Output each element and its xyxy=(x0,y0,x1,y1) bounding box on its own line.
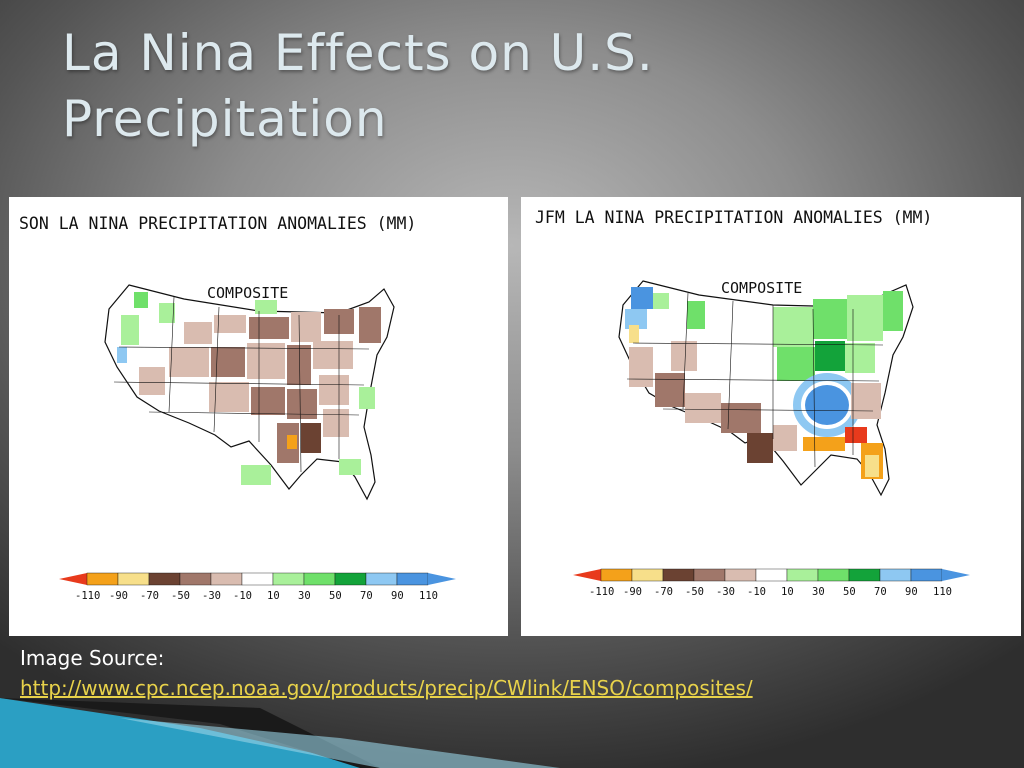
jfm-map-title: JFM LA NINA PRECIPITATION ANOMALIES (MM) xyxy=(535,208,932,227)
son-map-subtitle: COMPOSITE xyxy=(207,284,288,302)
son-tick-3: -70 xyxy=(140,590,159,602)
son-tick-6: -10 xyxy=(233,590,252,602)
son-tick-2: -90 xyxy=(109,590,128,602)
son-tick-1: -110 xyxy=(75,590,100,602)
son-anomaly-map: SON LA NINA PRECIPITATION ANOMALIES (MM)… xyxy=(9,197,508,636)
son-tick-9: 50 xyxy=(329,590,342,602)
jfm-color-scale: -110 -90 -70 -50 -30 -10 10 30 50 70 90 … xyxy=(573,568,970,598)
jfm-tick-12: 110 xyxy=(933,586,952,598)
slide-title-line-2: Precipitation xyxy=(62,90,388,148)
jfm-tick-3: -70 xyxy=(654,586,673,598)
jfm-tick-8: 30 xyxy=(812,586,825,598)
jfm-tick-2: -90 xyxy=(623,586,642,598)
son-tick-11: 90 xyxy=(391,590,404,602)
decorative-swoosh xyxy=(0,698,560,768)
son-map-title: SON LA NINA PRECIPITATION ANOMALIES (MM) xyxy=(19,214,416,233)
jfm-map-figure: JFM LA NINA PRECIPITATION ANOMALIES (MM)… xyxy=(535,208,970,598)
son-tick-5: -30 xyxy=(202,590,221,602)
jfm-tick-1: -110 xyxy=(589,586,614,598)
slide-title-line-1: La Nina Effects on U.S. xyxy=(62,24,654,82)
jfm-tick-7: 10 xyxy=(781,586,794,598)
son-us-map xyxy=(104,284,395,501)
jfm-us-map xyxy=(618,280,914,497)
jfm-tick-11: 90 xyxy=(905,586,918,598)
son-tick-4: -50 xyxy=(171,590,190,602)
jfm-tick-10: 70 xyxy=(874,586,887,598)
jfm-tick-9: 50 xyxy=(843,586,856,598)
son-tick-10: 70 xyxy=(360,590,373,602)
image-source-link[interactable]: http://www.cpc.ncep.noaa.gov/products/pr… xyxy=(20,676,753,700)
jfm-tick-5: -30 xyxy=(716,586,735,598)
jfm-anomaly-map: JFM LA NINA PRECIPITATION ANOMALIES (MM)… xyxy=(521,197,1021,636)
son-tick-8: 30 xyxy=(298,590,311,602)
son-tick-7: 10 xyxy=(267,590,280,602)
slide-title: La Nina Effects on U.S. Precipitation xyxy=(62,20,962,152)
jfm-tick-6: -10 xyxy=(747,586,766,598)
image-source-label: Image Source: xyxy=(20,646,165,670)
son-map-figure: SON LA NINA PRECIPITATION ANOMALIES (MM)… xyxy=(19,214,456,602)
jfm-tick-4: -50 xyxy=(685,586,704,598)
jfm-map-subtitle: COMPOSITE xyxy=(721,279,802,297)
son-tick-12: 110 xyxy=(419,590,438,602)
son-color-scale: -110 -90 -70 -50 -30 -10 10 30 50 70 90 … xyxy=(59,572,456,602)
